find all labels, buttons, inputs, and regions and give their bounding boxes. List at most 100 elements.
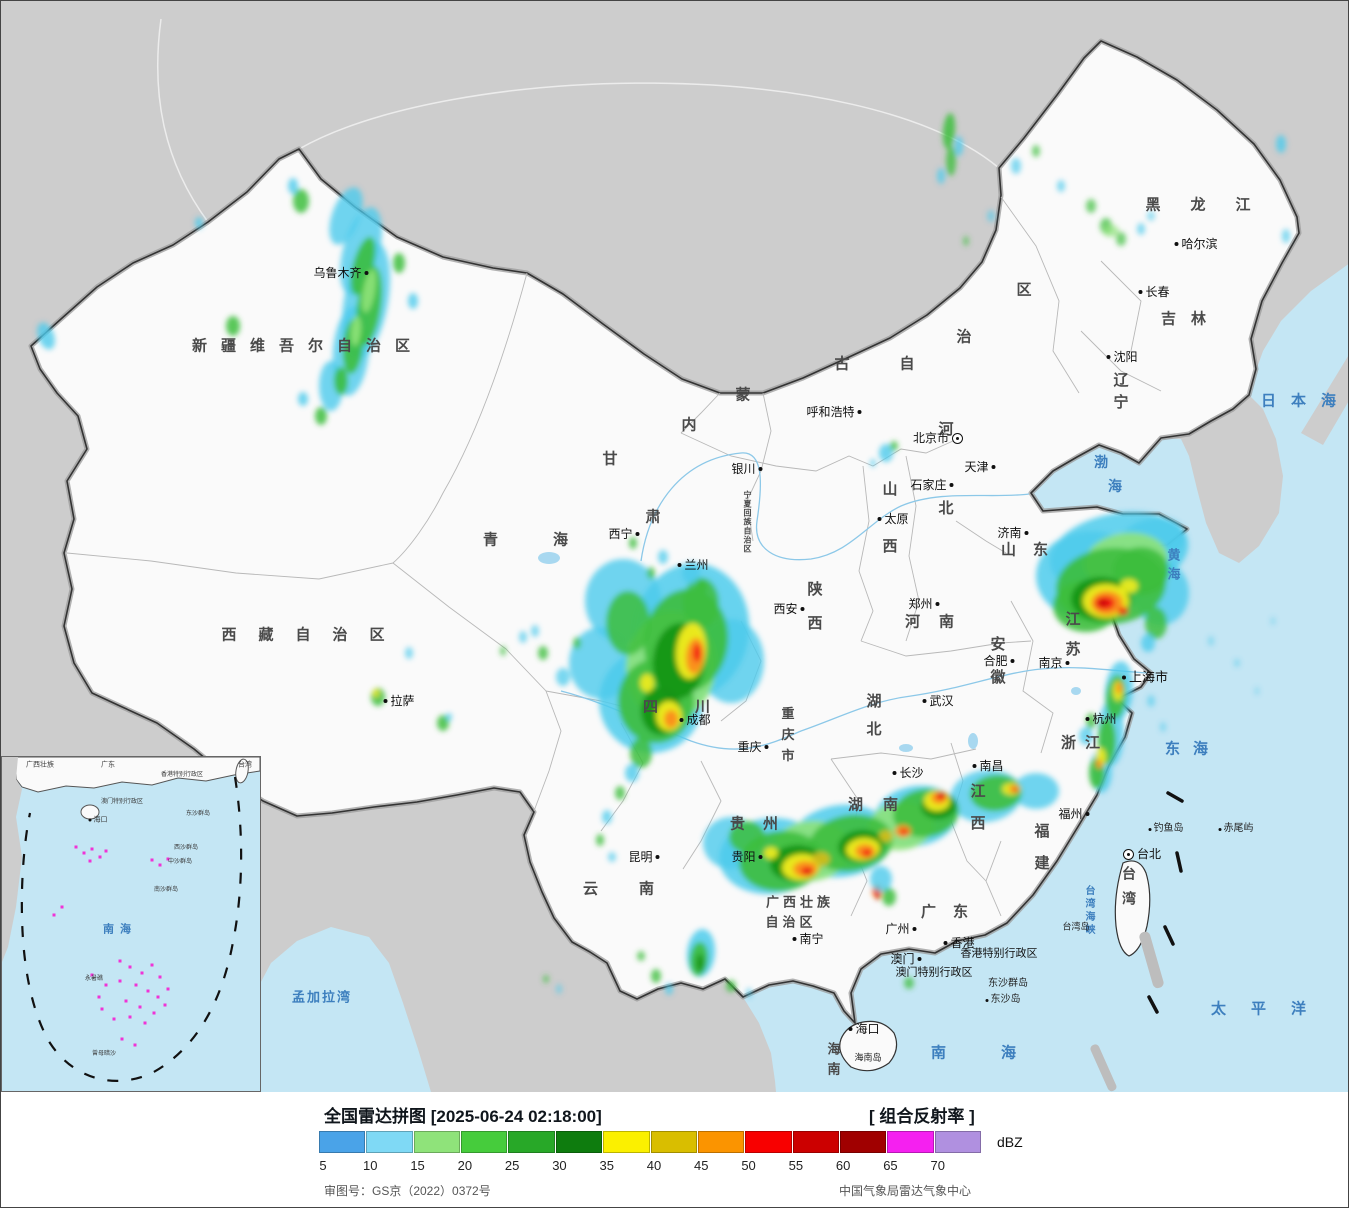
- radar-echo: [683, 578, 719, 628]
- radar-echo: [1160, 722, 1166, 732]
- inset-reef-marker: [138, 1005, 142, 1009]
- dbz-scale-cell: [413, 1131, 461, 1153]
- inset-label: 中沙群岛: [167, 859, 193, 865]
- dbz-colorbar: [319, 1131, 982, 1153]
- radar-echo: [664, 710, 678, 728]
- radar-echo: [446, 713, 452, 721]
- radar-echo: [373, 689, 379, 697]
- radar-echo: [1145, 607, 1167, 639]
- dbz-scale-cell: [319, 1131, 366, 1153]
- radar-echo: [361, 269, 377, 313]
- inset-reef-marker: [60, 905, 64, 909]
- inset-label-layer: 广西壮族 广东 香港特别行政区 台湾 澳门特别行政区 海口 东沙群岛 西沙群岛 中沙群岛 南沙群岛…: [2, 757, 262, 1092]
- inset-reef-marker: [97, 995, 101, 999]
- radar-echo: [682, 562, 700, 584]
- radar-echo: [596, 834, 604, 846]
- radar-echo: [696, 954, 704, 972]
- radar-echo: [573, 637, 581, 649]
- inset-svg: [2, 757, 260, 1091]
- radar-echo: [1208, 636, 1214, 646]
- radar-echo: [937, 168, 945, 184]
- inset-reef-marker: [98, 855, 102, 859]
- radar-echo: [876, 894, 880, 900]
- dbz-scale-cell: [366, 1131, 413, 1153]
- inset-reef-marker: [140, 971, 144, 975]
- inset-sea-label: 南海: [103, 923, 137, 936]
- radar-echo: [695, 579, 707, 595]
- inset-reef-marker: [118, 959, 122, 963]
- inset-reef-marker: [150, 858, 154, 862]
- inset-reef-marker: [152, 1011, 156, 1015]
- radar-echo: [955, 136, 963, 156]
- radar-echo: [1120, 579, 1138, 593]
- inset-reef-marker: [166, 987, 170, 991]
- radar-echo: [519, 631, 527, 643]
- dbz-tick-label: 25: [504, 1158, 520, 1173]
- inset-label: 海口: [88, 817, 108, 824]
- radar-echo: [665, 983, 673, 995]
- inset-reef-marker: [146, 989, 150, 993]
- radar-echo: [1032, 145, 1040, 157]
- radar-echo: [651, 969, 661, 983]
- radar-echo: [658, 550, 668, 564]
- radar-echo: [1282, 229, 1290, 243]
- inset-reef-marker: [74, 845, 78, 849]
- inset-label: 永暑礁: [84, 976, 104, 982]
- inset-reef-marker: [163, 1003, 167, 1007]
- inset-reef-marker: [100, 1007, 104, 1011]
- inset-reef-marker: [118, 979, 122, 983]
- radar-echo: [764, 847, 778, 859]
- radar-echo: [812, 852, 830, 866]
- inset-reef-marker: [88, 859, 92, 863]
- inset-reef-marker: [150, 963, 154, 967]
- south-china-sea-inset: 广西壮族 广东 香港特别行政区 台湾 澳门特别行政区 海口 东沙群岛 西沙群岛 中沙群岛 南沙群岛…: [1, 756, 261, 1092]
- radar-echo: [1271, 617, 1275, 625]
- credit-label: 中国气象局雷达气象中心: [839, 1184, 972, 1198]
- radar-echo: [746, 988, 752, 998]
- inset-reef-marker: [104, 849, 108, 853]
- inset-reef-marker: [156, 995, 160, 999]
- radar-echo: [1147, 211, 1155, 221]
- dbz-tick-label: 20: [457, 1158, 473, 1173]
- dbz-tick-label: 30: [552, 1158, 567, 1173]
- dbz-tick-label: 10: [363, 1158, 378, 1173]
- radar-echo: [637, 951, 645, 961]
- radar-echo: [882, 888, 896, 906]
- hainan-island: [839, 1020, 898, 1072]
- dbz-scale-cell: [745, 1131, 792, 1153]
- dbz-tick-labels: 5 10 15 20 25 30 35 40 45 50 55 60 65 70: [319, 1158, 999, 1174]
- inset-reef-marker: [134, 983, 138, 987]
- dbz-tick-label: 45: [694, 1158, 709, 1173]
- radar-echo: [298, 392, 308, 406]
- radar-echo: [408, 293, 418, 309]
- radar-echo: [640, 674, 654, 692]
- inset-label: 西沙群岛: [173, 845, 199, 851]
- inset-vietnam-land: [2, 757, 22, 962]
- dbz-scale-cell: [887, 1131, 934, 1153]
- basemap-svg: [1, 1, 1348, 1092]
- radar-echo: [1118, 607, 1128, 615]
- radar-echo: [1234, 659, 1240, 667]
- radar-echo: [862, 849, 872, 857]
- radar-echo: [1141, 634, 1155, 652]
- radar-echo: [1147, 695, 1155, 707]
- inset-label: 香港特别行政区: [160, 772, 204, 778]
- dbz-scale-cell: [839, 1131, 887, 1153]
- radar-echo: [226, 316, 240, 336]
- dbz-scale-cell: [555, 1131, 603, 1153]
- inset-reef-marker: [120, 1037, 124, 1041]
- radar-echo: [904, 977, 914, 989]
- radar-echo: [940, 793, 944, 797]
- inset-label: 台湾: [238, 761, 252, 769]
- radar-echo: [693, 644, 701, 662]
- radar-echo: [625, 764, 639, 782]
- radar-echo: [900, 829, 908, 835]
- radar-echo: [437, 715, 449, 731]
- dbz-tick-label: 5: [319, 1158, 327, 1173]
- radar-echo: [726, 980, 736, 992]
- radar-echo: [946, 146, 956, 176]
- radar-echo: [405, 647, 413, 659]
- radar-echo: [870, 459, 876, 467]
- radar-echo: [1011, 158, 1021, 174]
- island-bars: [1090, 931, 1164, 1092]
